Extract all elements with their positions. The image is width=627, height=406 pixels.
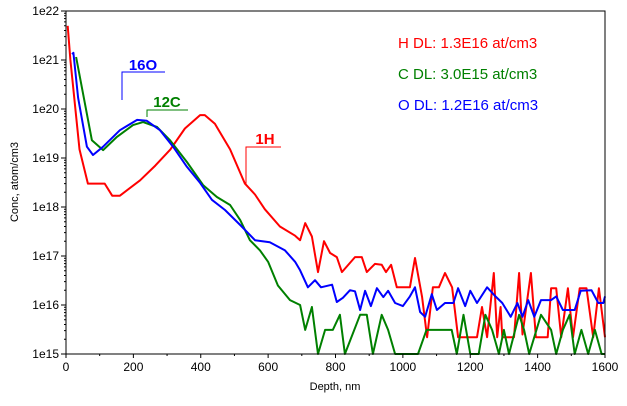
x-tick-label: 0 bbox=[63, 360, 70, 374]
legend-entry: O DL: 1.2E16 at/cm3 bbox=[398, 97, 538, 114]
x-tick-label: 1000 bbox=[390, 360, 417, 374]
annotation-leader-1H bbox=[245, 146, 281, 185]
series-line-16O bbox=[71, 51, 606, 318]
y-tick-label: 1e18 bbox=[32, 200, 59, 214]
y-tick-label: 1e17 bbox=[32, 249, 59, 263]
legend-entry: H DL: 1.3E16 at/cm3 bbox=[398, 35, 537, 52]
annotation-leader-12C bbox=[146, 109, 188, 117]
x-tick-label: 800 bbox=[325, 360, 345, 374]
x-tick-label: 1400 bbox=[524, 360, 551, 374]
x-tick-label: 200 bbox=[123, 360, 143, 374]
y-tick-label: 1e22 bbox=[32, 4, 59, 18]
x-tick-label: 600 bbox=[258, 360, 278, 374]
x-tick-label: 400 bbox=[191, 360, 211, 374]
series-label-12C: 12C bbox=[153, 94, 181, 111]
y-tick-label: 1e20 bbox=[32, 102, 59, 116]
y-tick-label: 1e21 bbox=[32, 53, 59, 67]
annotation-leader-16O bbox=[121, 71, 165, 100]
series-label-1H: 1H bbox=[255, 131, 274, 148]
legend-entry: C DL: 3.0E15 at/cm3 bbox=[398, 66, 537, 83]
x-tick-label: 1200 bbox=[457, 360, 484, 374]
y-axis-label: Conc, atom/cm3 bbox=[9, 142, 21, 222]
series-line-1H bbox=[66, 25, 606, 339]
x-tick-label: 1600 bbox=[592, 360, 619, 374]
y-tick-label: 1e15 bbox=[32, 347, 59, 361]
y-tick-label: 1e19 bbox=[32, 151, 59, 165]
series-label-16O: 16O bbox=[129, 57, 158, 74]
y-tick-label: 1e16 bbox=[32, 298, 59, 312]
x-axis-label: Depth, nm bbox=[310, 381, 361, 393]
